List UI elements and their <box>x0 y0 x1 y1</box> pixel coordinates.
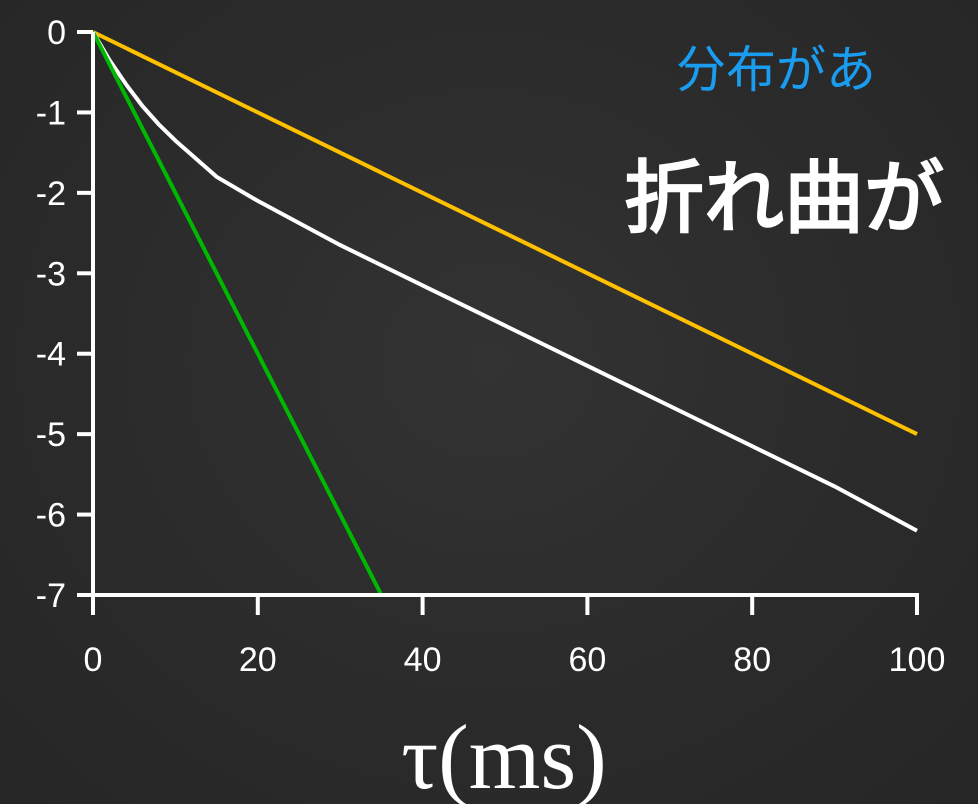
x-tick-label: 80 <box>733 641 771 679</box>
series-layer <box>91 30 918 596</box>
slide-title: 折れ曲が <box>624 152 944 245</box>
y-tick-label: -1 <box>36 94 66 132</box>
x-tick-label: 60 <box>568 641 606 679</box>
y-tick-label: -7 <box>36 577 66 615</box>
x-axis-label: τ(ms) <box>401 706 607 804</box>
series-line-2 <box>91 30 918 533</box>
y-tick-label: -2 <box>36 175 66 213</box>
y-tick-label: 0 <box>47 14 66 52</box>
y-tick-label: -5 <box>36 416 66 454</box>
series-line-1 <box>92 30 918 436</box>
series-line-3 <box>91 31 384 596</box>
y-tick-label: -4 <box>36 336 66 374</box>
ticks-layer: 0 20 40 60 80 100 0 -1 -2 -3 -4 -5 -6 -7 <box>36 14 946 679</box>
y-tick-label: -3 <box>36 255 66 293</box>
axes-layer <box>91 32 919 597</box>
x-tick-label: 0 <box>84 641 103 679</box>
x-tick-label: 100 <box>889 641 946 679</box>
x-tick-label: 40 <box>404 641 442 679</box>
y-tick-label: -6 <box>36 497 66 535</box>
slide-subtitle: 分布があ <box>676 41 876 99</box>
x-tick-label: 20 <box>239 641 277 679</box>
